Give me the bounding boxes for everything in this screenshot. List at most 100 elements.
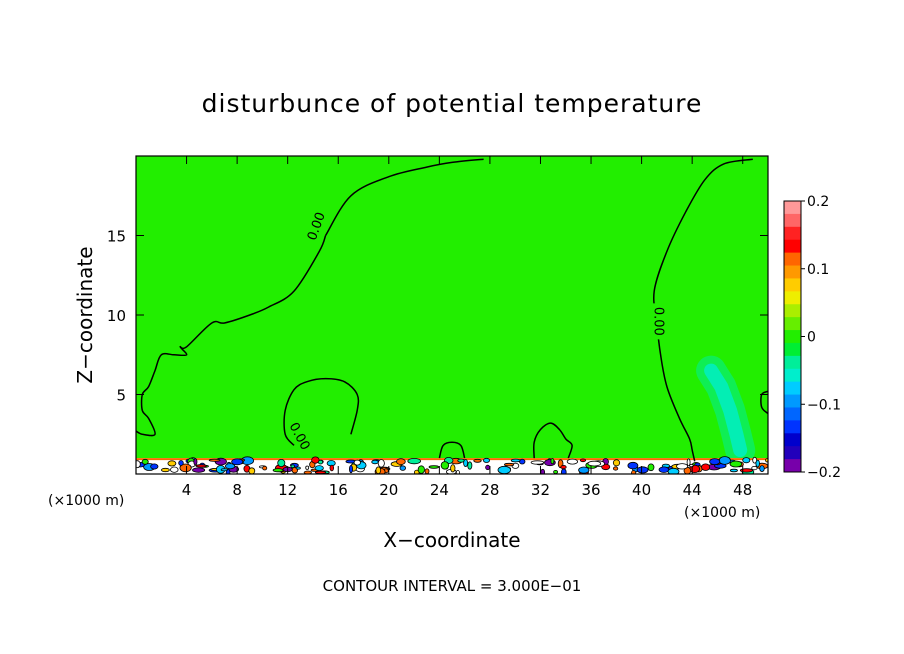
surface-blob	[667, 467, 680, 474]
colorbar-swatch	[784, 317, 801, 331]
contour-interval-note: CONTOUR INTERVAL = 3.000E−01	[323, 577, 582, 595]
surface-blob	[497, 465, 511, 474]
surface-blob	[195, 464, 207, 468]
y-tick-label: 10	[107, 307, 126, 325]
x-tick-label: 12	[278, 481, 297, 499]
surface-blob	[262, 465, 268, 471]
surface-blob	[314, 465, 324, 472]
colorbar-swatch	[784, 446, 801, 460]
surface-blob	[179, 463, 192, 473]
surface-blob	[224, 463, 236, 470]
x-unit-right: (×1000 m)	[684, 505, 760, 521]
colorbar-swatch	[784, 265, 801, 279]
surface-blob	[170, 466, 179, 473]
surface-blob	[636, 466, 649, 474]
surface-blob	[709, 458, 721, 466]
colorbar-swatch	[784, 433, 801, 447]
surface-blob	[193, 458, 198, 466]
surface-blob	[658, 466, 670, 473]
surface-blob	[314, 470, 327, 474]
surface-blob	[329, 464, 334, 472]
surface-blob	[141, 458, 149, 465]
contour-label-bg	[652, 303, 667, 340]
surface-blob	[718, 456, 731, 465]
surface-blob	[759, 465, 765, 473]
surface-blob	[231, 458, 244, 466]
surface-blob	[455, 470, 460, 474]
y-tick-label: 15	[107, 228, 126, 246]
x-tick-label: 16	[329, 481, 348, 499]
colorbar-swatch	[784, 342, 801, 357]
surface-blob	[742, 457, 751, 464]
zero-contour-line	[324, 158, 484, 236]
surface-blob	[503, 462, 515, 467]
x-unit-left: (×1000 m)	[48, 493, 124, 509]
surface-blob	[579, 458, 587, 463]
colorbar-swatch	[784, 226, 801, 241]
colorbar-swatch	[784, 201, 801, 215]
cool-plume	[696, 355, 756, 466]
surface-blob	[686, 458, 691, 467]
x-tick-label: 28	[480, 481, 499, 499]
surface-blob	[208, 458, 221, 462]
surface-blob	[375, 466, 382, 474]
surface-blob	[550, 457, 555, 465]
surface-blob	[348, 464, 353, 474]
x-tick-label: 40	[632, 481, 651, 499]
zero-contour-line	[136, 235, 327, 437]
surface-blob	[473, 458, 482, 463]
x-tick-label: 8	[232, 481, 242, 499]
y-axis-ticks: 5 10 15	[107, 228, 768, 405]
surface-blob	[765, 458, 768, 463]
colorbar-swatch	[784, 278, 801, 292]
surface-blob	[553, 469, 558, 474]
x-tick-label: 4	[182, 481, 192, 499]
x-axis-label: X−coordinate	[383, 528, 520, 552]
surface-blob	[295, 466, 301, 470]
surface-blob	[463, 458, 469, 467]
colorbar-swatch	[784, 213, 801, 228]
surface-blob	[178, 460, 184, 466]
zero-contour-line	[438, 441, 466, 459]
colorbar-label: −0.2	[807, 465, 841, 481]
surface-blob	[578, 466, 590, 474]
colorbar-swatch	[784, 355, 801, 370]
surface-blob	[317, 459, 324, 465]
contour-label-bg	[285, 416, 315, 456]
colorbar-swatch	[784, 394, 801, 408]
zero-contour-line	[760, 390, 768, 415]
surface-blob	[220, 468, 228, 472]
colorbar-swatch	[784, 330, 801, 344]
surface-blob	[136, 460, 141, 469]
surface-blob	[566, 458, 579, 465]
y-axis-label: Z−coordinate	[73, 246, 97, 383]
plume-core	[704, 363, 748, 458]
surface-blob	[424, 468, 430, 474]
colorbar-swatch	[784, 291, 801, 305]
surface-blob	[560, 464, 567, 470]
surface-blob	[701, 463, 711, 471]
surface-blob	[467, 461, 473, 470]
plot-background	[136, 156, 768, 474]
surface-blob	[450, 464, 456, 473]
surface-blob	[417, 465, 425, 474]
colorbar-swatch	[784, 381, 801, 395]
surface-blob	[729, 468, 738, 473]
surface-blob	[428, 465, 440, 469]
surface-blob	[371, 459, 379, 465]
x-tick-label: 48	[733, 481, 752, 499]
surface-blob	[647, 463, 655, 472]
surface-blob	[482, 457, 490, 463]
colorbar-swatch	[784, 407, 801, 421]
zero-contour-line	[283, 377, 360, 446]
x-tick-label: 32	[531, 481, 550, 499]
surface-blob	[510, 458, 521, 463]
surface-blob	[612, 466, 619, 471]
colorbar-swatch	[784, 252, 801, 266]
chart-title: disturbunce of potential temperature	[202, 89, 703, 118]
surface-blob	[755, 459, 760, 468]
surface-blob	[399, 465, 406, 471]
surface-blob	[627, 461, 639, 470]
x-tick-label: 24	[430, 481, 449, 499]
